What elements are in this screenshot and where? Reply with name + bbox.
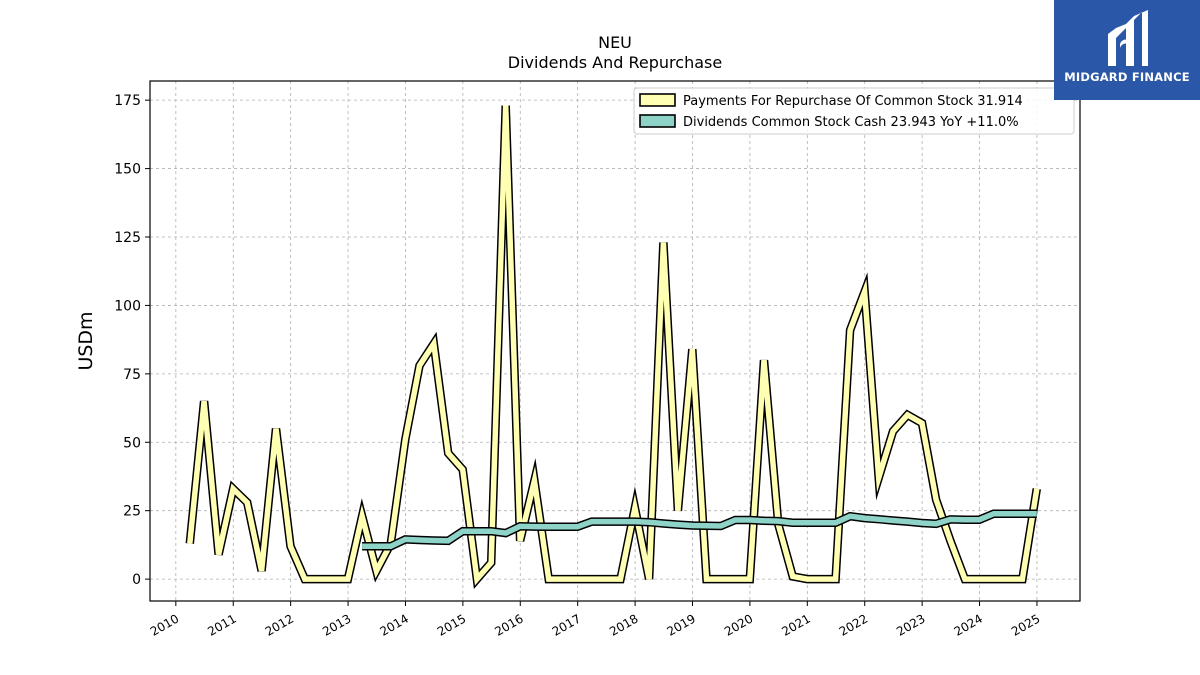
x-tick-label: 2014 — [378, 611, 411, 638]
x-tick-label: 2016 — [492, 611, 525, 638]
x-tick-label: 2021 — [779, 611, 812, 638]
x-tick-label: 2017 — [550, 611, 583, 638]
y-axis-label: USDm — [75, 311, 97, 370]
legend-swatch-repurchase — [639, 93, 676, 107]
midgard-logo-icon — [1108, 10, 1148, 66]
x-tick-label: 2023 — [894, 611, 927, 638]
series-repurchase — [185, 105, 1041, 590]
x-tick-label: 2010 — [148, 611, 181, 638]
x-tick-label: 2018 — [607, 611, 640, 638]
x-tick-label: 2019 — [665, 611, 698, 638]
brand-logo: MIDGARD FINANCE — [1054, 0, 1200, 100]
y-tick-label: 175 — [114, 93, 141, 109]
series-line — [187, 105, 1040, 586]
axis-ticks: 2010 2011 2012 2013 2014 2015 2016 2017 2018 2019… — [114, 93, 1042, 639]
x-tick-label: 2024 — [952, 611, 985, 638]
series-line-outline — [185, 105, 1041, 590]
y-tick-label: 125 — [114, 230, 141, 246]
legend-box — [633, 87, 1075, 135]
y-tick-label: 100 — [114, 298, 141, 314]
x-tick-label: 2013 — [320, 611, 353, 638]
y-tick-label: 25 — [123, 504, 141, 520]
y-tick-label: 75 — [123, 367, 141, 383]
chart-subtitle: Dividends And Repurchase — [508, 53, 722, 72]
brand-name: MIDGARD FINANCE — [1064, 70, 1190, 84]
legend: Payments For Repurchase Of Common Stock … — [633, 87, 1075, 135]
x-tick-label: 2020 — [722, 611, 755, 638]
legend-label-repurchase: Payments For Repurchase Of Common Stock … — [683, 94, 1023, 109]
y-tick-label: 0 — [132, 572, 141, 588]
y-tick-label: 150 — [114, 162, 141, 178]
series-line — [362, 510, 1037, 550]
chart-title: NEU — [598, 33, 632, 52]
y-tick-label: 50 — [123, 435, 141, 451]
plot-frame — [149, 80, 1081, 602]
x-tick-label: 2015 — [435, 611, 468, 638]
x-tick-label: 2011 — [205, 611, 238, 638]
series-layer — [185, 105, 1041, 590]
legend-swatch-dividends — [639, 114, 676, 128]
x-tick-label: 2025 — [1009, 611, 1042, 638]
x-tick-label: 2012 — [263, 611, 296, 638]
x-tick-label: 2022 — [837, 611, 870, 638]
series-dividends — [362, 509, 1037, 551]
legend-label-dividends: Dividends Common Stock Cash 23.943 YoY +… — [683, 115, 1019, 130]
